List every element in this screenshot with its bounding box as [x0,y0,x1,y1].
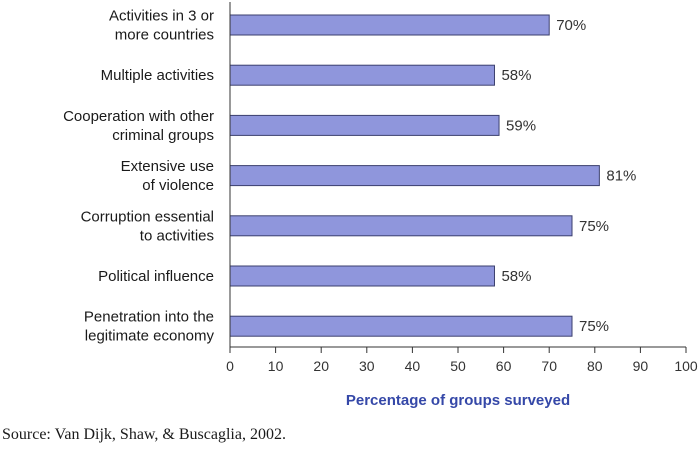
category-label: Extensive use of violence [121,158,214,194]
category-label-line: legitimate economy [85,328,215,345]
category-label: Activities in 3 or more countries [109,8,214,44]
value-label: 58% [501,268,531,285]
category-label-line: to activities [140,227,214,244]
source-caption: Source: Van Dijk, Shaw, & Buscaglia, 200… [2,426,286,443]
category-label: Cooperation with other criminal groups [63,108,214,144]
bar [229,114,500,136]
category-label: Corruption essential to activities [81,208,214,244]
x-axis: 0 10 20 30 40 50 60 70 80 90 100 [226,2,698,374]
category-label-line: Political influence [98,268,214,285]
x-tick-label: 20 [313,358,329,374]
value-label: 75% [579,218,609,235]
x-axis-title: Percentage of groups surveyed [346,392,570,409]
bar [229,165,600,187]
value-label: 70% [556,17,586,34]
category-label-line: of violence [142,177,214,194]
x-tick-label: 100 [674,358,698,374]
value-label: 58% [501,67,531,84]
category-label-line: more countries [115,27,214,44]
value-label: 81% [606,168,636,185]
bar [229,215,573,237]
x-tick-label: 90 [633,358,649,374]
category-label-line: criminal groups [112,127,214,144]
bar-chart: Activities in 3 or more countries Multiple… [63,2,698,409]
x-tick-label: 40 [405,358,421,374]
category-label-line: Multiple activities [101,67,214,84]
category-label-line: Penetration into the [84,309,214,326]
category-label: Political influence [98,268,214,285]
category-label-line: Activities in 3 or [109,8,214,25]
bar [229,315,573,337]
value-label: 75% [579,318,609,335]
x-tick-label: 0 [226,358,234,374]
bar [229,265,495,287]
x-tick-label: 50 [450,358,466,374]
bar [229,64,495,86]
category-labels-group: Activities in 3 or more countries Multiple… [63,8,214,345]
x-tick-label: 80 [587,358,603,374]
bar [229,14,550,36]
bars-group [229,14,600,337]
x-tick-label: 30 [359,358,375,374]
x-tick-label: 70 [541,358,557,374]
x-tick-label: 60 [496,358,512,374]
x-tick-label: 10 [268,358,284,374]
category-label-line: Extensive use [121,158,214,175]
category-label-line: Cooperation with other [63,108,214,125]
category-label: Multiple activities [101,67,214,84]
category-label: Penetration into the legitimate economy [84,309,215,345]
value-labels-group: 70% 58% 59% 81% 75% 58% 75% [501,17,636,335]
value-label: 59% [506,117,536,134]
category-label-line: Corruption essential [81,208,214,225]
